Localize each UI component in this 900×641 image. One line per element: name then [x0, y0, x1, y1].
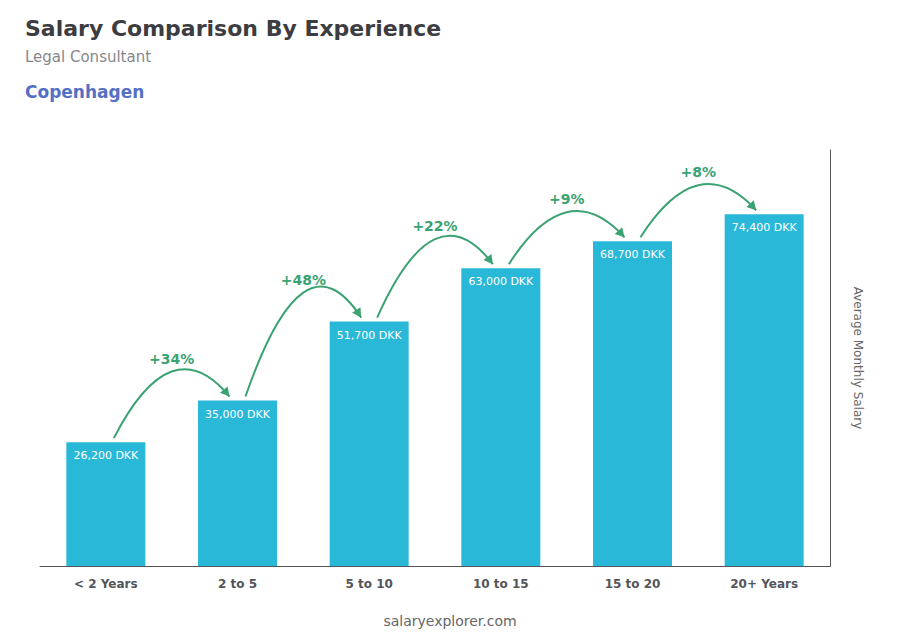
svg-text:< 2 Years: < 2 Years	[74, 577, 138, 591]
svg-text:63,000 DKK: 63,000 DKK	[468, 275, 534, 288]
svg-text:+8%: +8%	[681, 164, 717, 180]
svg-text:Legal Consultant: Legal Consultant	[25, 48, 151, 66]
svg-text:2 to 5: 2 to 5	[218, 577, 257, 591]
svg-text:Salary Comparison By Experienc: Salary Comparison By Experience	[25, 16, 441, 41]
svg-text:Average Monthly Salary: Average Monthly Salary	[851, 287, 865, 430]
svg-text:salaryexplorer.com: salaryexplorer.com	[383, 613, 516, 629]
svg-text:15 to 20: 15 to 20	[605, 577, 661, 591]
svg-text:5 to 10: 5 to 10	[345, 577, 392, 591]
svg-text:51,700 DKK: 51,700 DKK	[337, 329, 403, 342]
svg-text:26,200 DKK: 26,200 DKK	[73, 449, 139, 462]
svg-text:35,000 DKK: 35,000 DKK	[205, 408, 271, 421]
svg-text:10 to 15: 10 to 15	[473, 577, 529, 591]
svg-text:+9%: +9%	[549, 191, 585, 207]
svg-text:74,400 DKK: 74,400 DKK	[732, 221, 798, 234]
svg-text:+22%: +22%	[412, 218, 457, 234]
svg-text:+34%: +34%	[149, 351, 194, 367]
svg-text:+48%: +48%	[281, 272, 326, 288]
svg-text:Copenhagen: Copenhagen	[25, 82, 144, 102]
svg-text:20+ Years: 20+ Years	[730, 577, 798, 591]
svg-text:68,700 DKK: 68,700 DKK	[600, 248, 666, 261]
